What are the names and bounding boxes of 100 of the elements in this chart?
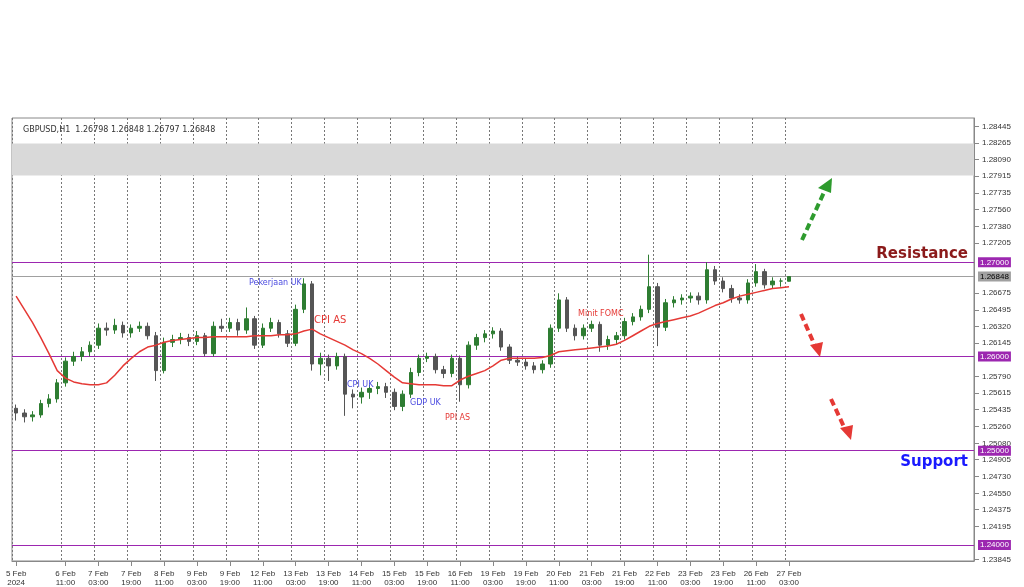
ref-line-label: 1.26848 [980,272,1010,282]
candlestick [203,332,207,357]
x-tick-label: 13 Feb 03:00 [283,569,309,587]
x-tick-label: 22 Feb 11:00 [644,569,671,587]
y-tick-label: 1.26145 [982,338,1012,348]
candlestick [236,318,240,337]
candlestick [417,354,421,377]
candlestick [326,354,331,382]
x-tick-label: 23 Feb 19:00 [710,569,737,587]
y-tick-label: 1.26320 [982,321,1012,331]
y-tick-label: 1.25260 [982,421,1012,431]
annotation: CPI AS [314,313,347,325]
x-tick-label: 7 Feb 19:00 [120,569,142,587]
candlestick [63,356,68,388]
y-tick-label: 1.23845 [982,555,1012,565]
x-tick-label: 12 Feb 11:00 [250,569,276,587]
candlestick [696,291,701,306]
candlestick [737,293,742,305]
x-tick-label: 23 Feb 03:00 [677,569,704,587]
y-tick-label: 1.27380 [982,221,1012,231]
annotation: Pekerjaan UK [249,277,303,287]
candlestick [71,351,76,367]
candlestick [310,280,314,372]
x-tick-label: 7 Feb 03:00 [88,569,110,587]
candlestick [548,323,553,369]
candlestick [598,321,602,353]
candlestick [639,305,643,322]
candlestick [318,352,323,376]
candlestick [441,365,446,379]
y-tick-label: 1.28445 [982,121,1012,131]
y-tick-label: 1.24195 [982,522,1012,532]
y-tick-label: 1.27915 [982,171,1012,181]
candlestick [211,321,216,357]
candlestick [507,343,512,365]
candlestick [22,408,27,423]
x-tick-label: 9 Feb 19:00 [219,569,241,587]
candlestick [672,295,676,308]
x-tick-label: 26 Feb 11:00 [743,569,770,587]
candlestick [606,335,610,351]
candlestick [466,340,471,390]
candlestick [88,340,92,357]
y-tick-label: 1.24730 [982,471,1012,481]
ref-line-label: 1.24000 [980,540,1010,550]
candlestick [532,361,536,374]
candlestick [631,312,635,326]
candlestick [746,278,750,305]
candlestick [458,355,462,403]
candlestick [433,353,438,374]
y-tick-label: 1.26675 [982,288,1012,298]
line-series [15,285,790,387]
candlestick [754,263,758,288]
text: GBPUSD,H1 1.26798 1.26848 1.26797 1.26848 [23,124,216,134]
annotation: Support [900,452,968,471]
candlestick [589,320,594,333]
y-tick-label: 1.28265 [982,138,1012,148]
candlestick [47,393,51,408]
x-tick-label: 20 Feb 11:00 [546,569,572,587]
candlestick [30,410,35,422]
y-tick-label: 1.27560 [982,204,1012,214]
x-tick-label: 14 Feb 11:00 [348,569,375,587]
candlestick [121,321,125,339]
x-tick-label: 8 Feb 11:00 [153,569,175,587]
y-tick-label: 1.24905 [982,455,1012,465]
candlestick [614,331,619,345]
x-tick-label: 6 Feb 11:00 [55,569,77,587]
x-tick-label: 19 Feb 19:00 [513,569,539,587]
annotation: Resistance [876,243,968,262]
candlestick [269,317,273,333]
x-tick-label: 13 Feb 19:00 [316,569,342,587]
candlestick [293,304,298,347]
y-tick-label: 1.24375 [982,505,1012,515]
candlestick [384,382,388,399]
y-tick-label: 1.24550 [982,488,1012,498]
candlestick [96,322,101,350]
ref-line-label: 1.26000 [980,351,1010,361]
candlestick [335,352,339,371]
ref-line-label: 1.25000 [980,446,1010,456]
candlestick [762,268,767,290]
annotation: CPI UK [347,379,375,389]
candlestick [228,317,232,333]
candlestick [663,298,668,332]
x-tick-label: 5 Feb 2024 [5,569,27,587]
candlestick [351,388,355,409]
candlestick [55,378,59,404]
y-tick-label: 1.25435 [982,405,1012,415]
candlestick [499,327,503,352]
candlestick [277,319,281,339]
candlestick [409,367,413,399]
candlestick [491,326,495,340]
candlestick [581,323,586,340]
candlestick [787,276,791,282]
candlestick [343,353,347,417]
candlestick [622,317,627,340]
candlestick [359,387,364,405]
y-tick-label: 1.25080 [982,438,1012,448]
candlestick [14,404,18,422]
candlestick [688,291,693,304]
x-tick-label: 21 Feb 19:00 [612,569,638,587]
candlestick [770,276,775,290]
candlestick [713,265,717,286]
